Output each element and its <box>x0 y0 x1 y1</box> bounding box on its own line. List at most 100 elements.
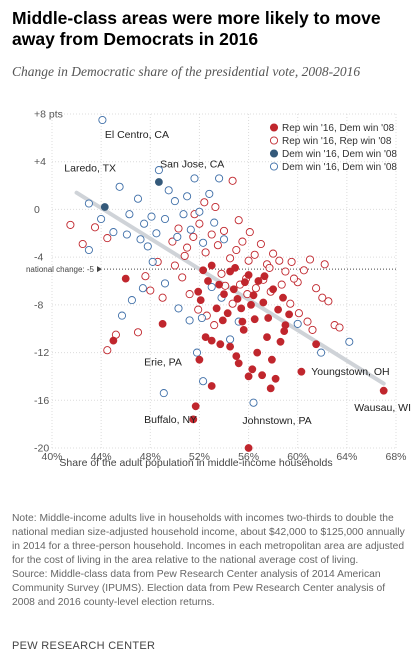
data-point <box>305 255 315 264</box>
data-point <box>232 352 241 360</box>
data-point <box>199 377 208 386</box>
point-annotation: Johnstown, PA <box>242 415 311 427</box>
data-point <box>277 280 286 289</box>
data-point <box>173 232 182 241</box>
source-text: Source: Middle-class data from Pew Resea… <box>12 569 386 608</box>
data-point <box>194 287 203 296</box>
data-point <box>195 219 204 228</box>
data-point <box>297 367 306 376</box>
point-annotation: San Jose, CA <box>160 159 224 171</box>
data-point <box>212 304 221 313</box>
notes: Note: Middle-income adults live in house… <box>12 512 410 610</box>
data-point <box>207 282 216 292</box>
x-tick-label: 40% <box>41 451 62 463</box>
data-point <box>267 355 276 364</box>
data-point <box>245 228 254 237</box>
data-point <box>240 278 249 287</box>
data-point <box>141 272 150 281</box>
data-point <box>285 310 293 319</box>
data-point <box>250 315 259 324</box>
data-point <box>164 186 173 195</box>
data-point <box>226 335 235 344</box>
data-point <box>84 199 93 208</box>
data-point <box>133 328 143 337</box>
data-point <box>244 271 253 279</box>
data-point <box>274 305 282 314</box>
data-point <box>207 230 216 239</box>
x-tick-label: 64% <box>336 451 357 463</box>
data-point <box>249 398 258 407</box>
data-point <box>238 317 247 326</box>
data-point <box>271 374 280 383</box>
data-point <box>103 234 112 243</box>
point-annotation: Buffalo, NY <box>144 414 197 426</box>
data-point <box>199 238 208 247</box>
data-point <box>174 304 183 313</box>
data-point <box>280 327 289 335</box>
data-point <box>66 220 75 229</box>
series-1 <box>66 176 344 355</box>
data-point <box>276 337 285 346</box>
data-point <box>109 336 118 345</box>
data-point <box>379 386 388 395</box>
data-point <box>220 290 228 298</box>
legend-label: Dem win '16, Dem win '08 <box>282 162 397 173</box>
y-tick-label: -16 <box>34 395 49 407</box>
national-change-label: national change: -5 <box>26 265 95 274</box>
data-point <box>247 300 255 309</box>
data-point <box>109 228 118 237</box>
data-point <box>189 415 198 424</box>
x-tick-label: 48% <box>140 451 161 463</box>
data-point <box>210 218 219 227</box>
data-point <box>140 219 149 228</box>
data-point <box>192 348 202 357</box>
data-point <box>146 286 155 295</box>
y-tick-label: 0 <box>34 204 40 216</box>
data-point <box>121 274 130 283</box>
national-change-arrow-icon <box>97 266 102 273</box>
data-point <box>317 348 326 357</box>
y-tick-labels: +8 pts +4 0 -4 -8 -12 -16 -20 <box>34 109 63 455</box>
x-tick-label: 44% <box>91 451 112 463</box>
data-point <box>308 325 317 334</box>
data-point <box>117 311 127 320</box>
data-point <box>234 359 243 368</box>
data-point <box>154 166 163 175</box>
data-point <box>211 202 220 212</box>
data-point <box>299 266 308 275</box>
data-point <box>100 203 109 211</box>
data-point <box>248 365 257 374</box>
data-point <box>168 237 177 246</box>
point-annotation: Laredo, TX <box>64 162 116 174</box>
data-point <box>97 214 106 224</box>
data-point <box>219 226 229 235</box>
chart-subtitle: Change in Democratic share of the presid… <box>12 64 361 79</box>
point-annotation: El Centro, CA <box>105 129 169 141</box>
data-point <box>207 382 216 390</box>
data-point <box>194 305 203 314</box>
data-point <box>345 337 354 346</box>
data-point <box>279 293 287 302</box>
data-point <box>122 230 131 239</box>
data-point <box>103 346 112 355</box>
x-tick-label: 52% <box>189 451 210 463</box>
data-point <box>216 340 225 349</box>
legend: Rep win '16, Dem win '08 Rep win '16, Rep… <box>269 123 397 173</box>
data-point <box>244 444 253 452</box>
legend-label: Rep win '16, Rep win '08 <box>282 136 392 147</box>
data-point <box>154 178 163 186</box>
data-point <box>253 348 262 357</box>
series-2 <box>100 178 163 211</box>
data-point <box>207 336 216 345</box>
data-point <box>293 319 302 328</box>
series-3 <box>84 115 354 407</box>
data-point <box>259 298 268 307</box>
data-point <box>287 257 296 266</box>
data-point <box>159 389 168 398</box>
data-point <box>195 207 204 216</box>
data-point <box>275 256 284 265</box>
data-point <box>189 232 198 241</box>
y-tick-label: -8 <box>34 299 43 311</box>
data-point <box>178 273 187 282</box>
data-point <box>232 245 241 255</box>
